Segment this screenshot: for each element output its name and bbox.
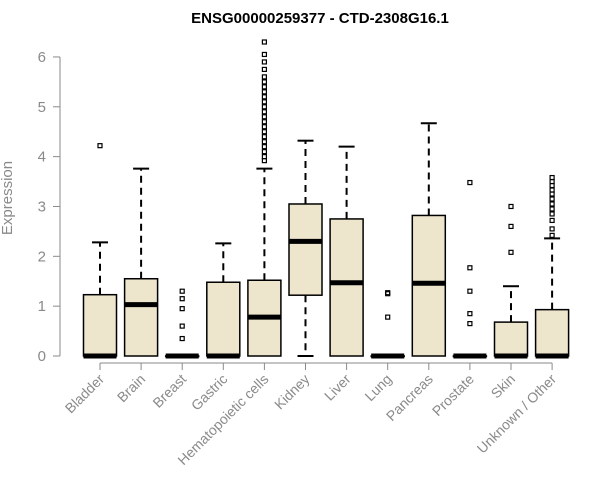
outlier-point	[179, 288, 185, 294]
outlier-point	[467, 321, 473, 327]
y-axis-label: Expression	[0, 161, 16, 235]
outlier-point	[385, 290, 391, 296]
box-lung	[370, 290, 405, 359]
outlier-point	[261, 119, 267, 125]
box-liver	[329, 145, 364, 357]
box-brain	[123, 167, 159, 357]
outlier-point	[261, 144, 267, 150]
y-tick-label: 0	[38, 348, 46, 365]
outlier-point	[179, 296, 185, 302]
outlier-point	[261, 149, 267, 155]
box-rect	[123, 277, 159, 357]
outlier-point	[261, 89, 267, 95]
y-tick-label: 1	[38, 298, 46, 315]
y-tick-label: 5	[38, 99, 46, 116]
outlier-point	[261, 129, 267, 135]
boxes-group	[82, 39, 570, 359]
outlier-point	[261, 74, 267, 80]
outlier-point	[549, 217, 555, 224]
outlier-point	[261, 104, 267, 110]
outlier-point	[549, 174, 555, 181]
box-kidney	[288, 139, 323, 357]
outlier-point	[261, 114, 267, 120]
outlier-point	[467, 179, 473, 186]
outlier-point	[549, 226, 555, 232]
outlier-point	[508, 223, 514, 230]
outlier-point	[261, 51, 267, 58]
outlier-point	[261, 154, 267, 160]
box-skin	[493, 203, 529, 359]
outlier-point	[261, 109, 267, 115]
outlier-point	[467, 288, 473, 294]
x-tick-label: Liver	[321, 371, 354, 404]
box-unknown-other	[534, 174, 570, 359]
box-hematopoietic-cells	[247, 39, 282, 357]
box-rect	[534, 308, 570, 357]
box-pancreas	[411, 122, 447, 357]
outlier-point	[467, 311, 473, 317]
outlier-point	[385, 314, 391, 320]
outlier-point	[261, 79, 267, 85]
x-tick-label: Kidney	[271, 371, 313, 413]
outlier-point	[261, 139, 267, 145]
outlier-point	[261, 94, 267, 100]
outlier-point	[261, 99, 267, 105]
box-prostate	[452, 179, 488, 359]
box-rect	[493, 321, 529, 357]
y-axis: 0 1 2 3 4 5 6	[38, 49, 61, 365]
box-rect	[288, 203, 323, 296]
outlier-point	[508, 249, 514, 255]
outlier-point	[549, 211, 555, 217]
outlier-point	[261, 124, 267, 130]
outlier-point	[261, 59, 267, 65]
outlier-point	[261, 84, 267, 90]
outlier-point	[508, 203, 514, 210]
outlier-point	[261, 66, 267, 73]
x-tick-label: Brain	[114, 371, 148, 405]
box-rect	[329, 218, 364, 357]
outlier-point	[549, 201, 555, 207]
box-gastric	[206, 242, 241, 359]
box-rect	[206, 281, 241, 357]
outlier-point	[549, 206, 555, 212]
outlier-point	[261, 39, 267, 45]
y-tick-label: 3	[38, 198, 46, 215]
y-tick-label: 6	[38, 49, 46, 66]
outlier-point	[179, 323, 185, 329]
box-breast	[164, 288, 200, 359]
outlier-point	[549, 196, 555, 202]
outlier-point	[549, 232, 555, 238]
x-tick-label: Lung	[361, 371, 394, 404]
x-tick-label: Prostate	[429, 371, 477, 419]
chart-title: ENSG00000259377 - CTD-2308G16.1	[191, 10, 449, 27]
outlier-point	[261, 134, 267, 140]
y-tick-label: 2	[38, 248, 46, 265]
outlier-point	[179, 306, 185, 312]
y-tick-label: 4	[38, 149, 46, 166]
outlier-point	[97, 143, 103, 149]
x-tick-label: Skin	[488, 371, 519, 402]
x-tick-label: Breast	[149, 371, 189, 411]
outlier-point	[467, 265, 473, 271]
box-rect	[82, 293, 118, 357]
x-tick-label: Bladder	[62, 371, 108, 417]
box-bladder	[82, 143, 118, 359]
outlier-point	[179, 335, 185, 342]
